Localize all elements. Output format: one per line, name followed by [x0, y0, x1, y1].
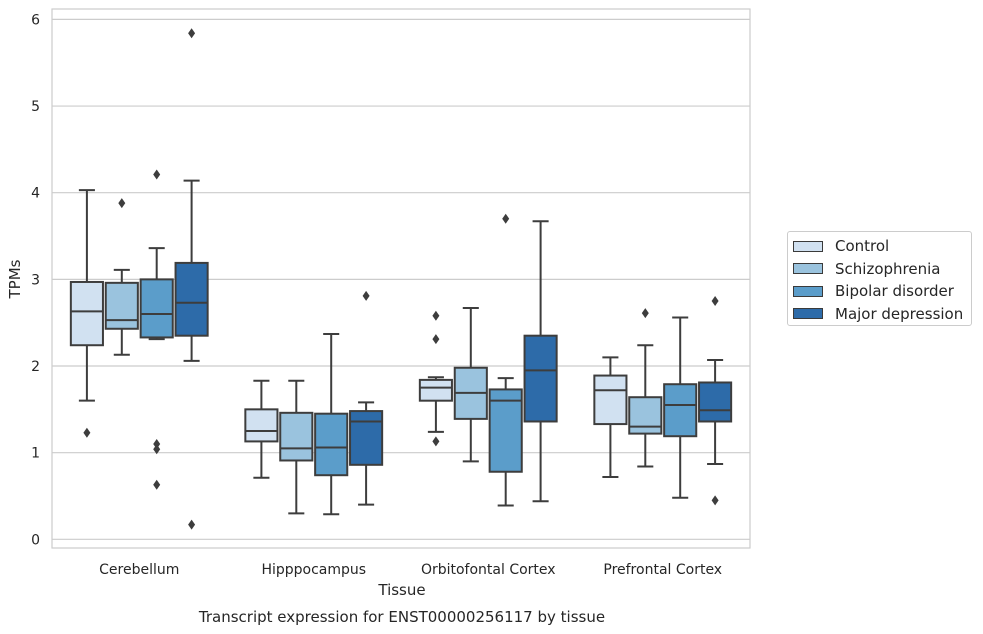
- box-plot: [663, 316, 698, 499]
- plot-frame: [51, 8, 751, 549]
- legend-item: Major depression: [788, 303, 971, 326]
- box-iqr: [488, 388, 523, 473]
- box-iqr: [593, 374, 628, 426]
- legend-item: Schizophrenia: [788, 258, 971, 281]
- box-iqr: [418, 378, 453, 402]
- box-iqr: [104, 281, 139, 330]
- box-plot: [139, 169, 174, 490]
- x-tick-label: Cerebellum: [99, 562, 179, 578]
- x-tick-labels: Cerebellum Hipppocampus Orbitofontal Corte…: [99, 562, 722, 578]
- box-plot: [453, 306, 488, 463]
- x-tick-label: Orbitofontal Cortex: [421, 562, 556, 578]
- outlier-point: [118, 198, 126, 209]
- box-iqr: [69, 280, 104, 347]
- outlier-point: [432, 436, 440, 447]
- legend-swatch: [793, 240, 823, 252]
- legend: Control Schizophrenia Bipolar disorder M…: [787, 231, 972, 326]
- outlier-point: [188, 519, 196, 530]
- y-tick-label: 3: [31, 272, 40, 288]
- box-plot: [488, 213, 523, 507]
- y-tick-label: 5: [31, 99, 40, 115]
- outlier-point: [711, 296, 719, 307]
- outlier-point: [362, 290, 370, 301]
- box-iqr: [314, 412, 349, 477]
- box-iqr: [523, 334, 558, 423]
- box-plot: [314, 332, 349, 516]
- legend-label: Control: [835, 237, 890, 256]
- outlier-point: [641, 308, 649, 319]
- y-tick-label: 1: [31, 446, 40, 462]
- outlier-point: [153, 169, 161, 180]
- legend-swatch: [793, 308, 823, 320]
- chart-title: Transcript expression for ENST0000025611…: [198, 608, 605, 626]
- box-iqr: [698, 381, 733, 423]
- x-tick-label: Prefrontal Cortex: [603, 562, 722, 578]
- outlier-point: [711, 495, 719, 506]
- legend-swatch: [793, 263, 823, 275]
- legend-item: Bipolar disorder: [788, 280, 971, 303]
- legend-label: Bipolar disorder: [835, 282, 954, 301]
- outlier-point: [432, 310, 440, 321]
- y-axis-label: TPMs: [6, 259, 24, 299]
- y-tick-label: 0: [31, 532, 40, 548]
- box-plot: [349, 290, 384, 506]
- box-iqr: [139, 278, 174, 339]
- box-iqr: [663, 383, 698, 438]
- box-groups: [69, 28, 733, 530]
- x-tick-label: Hipppocampus: [261, 562, 366, 578]
- box-plot: [104, 198, 139, 356]
- outlier-point: [83, 427, 91, 438]
- y-tick-label: 6: [31, 12, 40, 28]
- box-iqr: [279, 411, 314, 462]
- box-plot: [523, 220, 558, 503]
- box-plot: [174, 28, 209, 530]
- box-plot: [69, 189, 104, 438]
- outlier-point: [432, 334, 440, 345]
- box-plot: [279, 379, 314, 515]
- y-tick-label: 4: [31, 186, 40, 202]
- box-plot: [628, 308, 663, 468]
- x-axis-label: Tissue: [377, 581, 425, 599]
- box-plot: [698, 296, 733, 506]
- outlier-point: [502, 213, 510, 224]
- outlier-point: [153, 444, 161, 455]
- outlier-point: [153, 439, 161, 450]
- legend-label: Schizophrenia: [835, 259, 941, 278]
- box-plot: [418, 310, 453, 447]
- legend-label: Major depression: [835, 304, 964, 323]
- legend-item: Control: [788, 235, 971, 258]
- box-plot: [593, 356, 628, 478]
- outlier-point: [188, 28, 196, 39]
- box-iqr: [244, 408, 279, 443]
- y-tick-labels: 0 1 2 3 4 5 6: [31, 12, 40, 548]
- y-tick-label: 2: [31, 359, 40, 375]
- box-iqr: [628, 396, 663, 435]
- legend-swatch: [793, 285, 823, 297]
- box-iqr: [349, 410, 384, 466]
- box-plot: [244, 379, 279, 479]
- box-iqr: [174, 261, 209, 337]
- outlier-point: [153, 479, 161, 490]
